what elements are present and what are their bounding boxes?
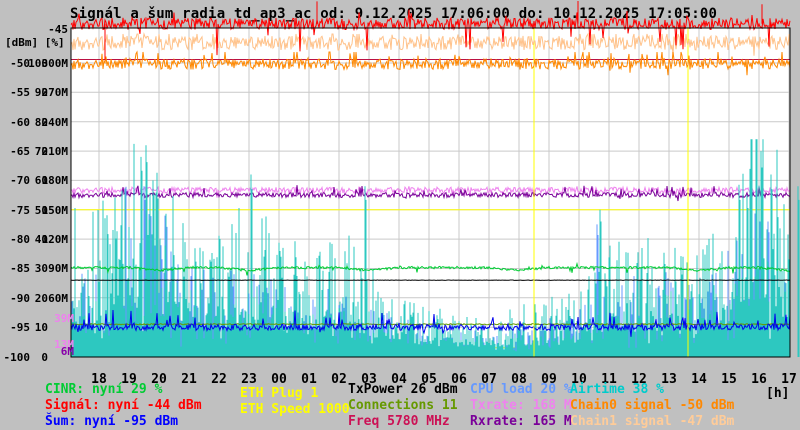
y-rate-special-label: 13M	[54, 337, 74, 351]
legend-item-chain1: Chain1 signal -47 dBm	[570, 414, 735, 429]
y-pct-label: 60	[34, 174, 48, 188]
x-hour-label: 11	[601, 372, 617, 387]
x-hour-label: 01	[301, 372, 317, 387]
y-dbm-label: -75	[10, 203, 30, 217]
y-pct-label: 90	[34, 86, 48, 100]
series-txrate	[70, 185, 791, 198]
y-rate-label: 210M	[41, 145, 69, 159]
y-pct-label: 100	[28, 57, 48, 70]
x-hour-label: 23	[241, 372, 257, 387]
series-cinr	[70, 261, 791, 276]
y-axis-unit-label: [dBm] [%]	[5, 36, 65, 49]
y-rate-special-label: 39M	[54, 312, 74, 326]
y-rate-label: 240M	[41, 115, 69, 129]
legend-item-rxrate: Rxrate: 165 M	[470, 414, 572, 429]
x-hour-label: 05	[421, 372, 437, 387]
legend-item-eth-plug: ETH Plug 1	[240, 386, 319, 401]
y-rate-label: 120M	[41, 233, 69, 247]
x-axis-unit-label: [h]	[766, 386, 790, 401]
y-dbm-label: -100	[3, 350, 31, 364]
y-rate-label: 90M	[48, 262, 68, 276]
x-hour-label: 12	[631, 372, 647, 387]
y-rate-label: 60M	[48, 291, 68, 305]
y-pct-label: 70	[34, 145, 48, 159]
y-dbm-label: -50	[10, 57, 30, 70]
x-hour-label: 18	[91, 372, 107, 387]
x-hour-label: 09	[541, 372, 557, 387]
y-dbm-label: -80	[10, 233, 30, 247]
legend-item-airtime: Airtime 38 %	[570, 382, 664, 397]
x-hour-label: 04	[391, 372, 407, 387]
y-rate-label: 150M	[41, 203, 69, 217]
y-dbm-label: -65	[10, 145, 30, 159]
x-hour-label: 03	[361, 372, 377, 387]
y-rate-label: 270M	[41, 86, 69, 100]
x-hour-label: 14	[691, 372, 707, 387]
legend-item-cinr: CINR: nyní 29 %	[45, 382, 163, 397]
y-pct-label: 50	[34, 203, 48, 217]
y-dbm-label: -85	[10, 262, 30, 276]
legend-item-cpu-load: CPU load 20 %	[470, 382, 572, 397]
y-rate-label: 180M	[41, 174, 69, 188]
legend-item-txpower: TxPower 26 dBm	[348, 382, 458, 397]
y-pct-label: 40	[34, 233, 48, 247]
y-pct-label: 80	[34, 115, 48, 129]
y-dbm-label: -55	[10, 86, 30, 100]
legend-item-eth-speed: ETH Speed 1000	[240, 402, 350, 417]
y-axis-top-tick-label: -45	[48, 23, 68, 36]
y-dbm-label: -95	[10, 321, 30, 335]
plot-border	[70, 27, 791, 358]
series-noise	[70, 309, 791, 337]
x-hour-label: 17	[781, 372, 797, 387]
x-hour-label: 15	[721, 372, 737, 387]
x-hour-label: 00	[271, 372, 287, 387]
series-chain0	[70, 50, 791, 76]
series-rxrate	[70, 185, 791, 202]
legend-item-connections: Connections 11	[348, 398, 458, 413]
x-hour-label: 06	[451, 372, 467, 387]
y-rate-special-label: 6M	[60, 344, 74, 358]
y-dbm-label: -60	[10, 115, 30, 129]
x-hour-label: 02	[331, 372, 347, 387]
x-hour-label: 13	[661, 372, 677, 387]
y-pct-label: 10	[34, 321, 48, 335]
x-hour-label: 22	[211, 372, 227, 387]
y-dbm-label: -90	[10, 291, 30, 305]
x-hour-label: 21	[181, 372, 197, 387]
y-rate-label: 300M	[41, 57, 69, 70]
graph-title: Signál a šum radia td_ap3_ac od: 9.12.20…	[70, 6, 718, 22]
legend-item-freq: Freq 5780 MHz	[348, 414, 450, 429]
y-pct-label: 0	[41, 350, 48, 364]
y-pct-label: 20	[34, 291, 48, 305]
y-dbm-label: -70	[10, 174, 30, 188]
legend-item-signal: Signál: nyní -44 dBm	[45, 398, 202, 413]
x-hour-label: 10	[571, 372, 587, 387]
legend-item-chain0: Chain0 signal -50 dBm	[570, 398, 735, 413]
legend-item-noise: Šum: nyní -95 dBm	[45, 414, 179, 429]
x-hour-label: 16	[751, 372, 767, 387]
x-hour-label: 07	[481, 372, 497, 387]
legend-item-txrate: Txrate: 168 M	[470, 398, 572, 413]
x-hour-label: 08	[511, 372, 527, 387]
x-hour-label: 19	[121, 372, 137, 387]
series-signal-spikes	[104, 1, 763, 61]
series-chain1	[70, 32, 791, 56]
x-hour-label: 20	[151, 372, 167, 387]
y-pct-label: 30	[34, 262, 48, 276]
